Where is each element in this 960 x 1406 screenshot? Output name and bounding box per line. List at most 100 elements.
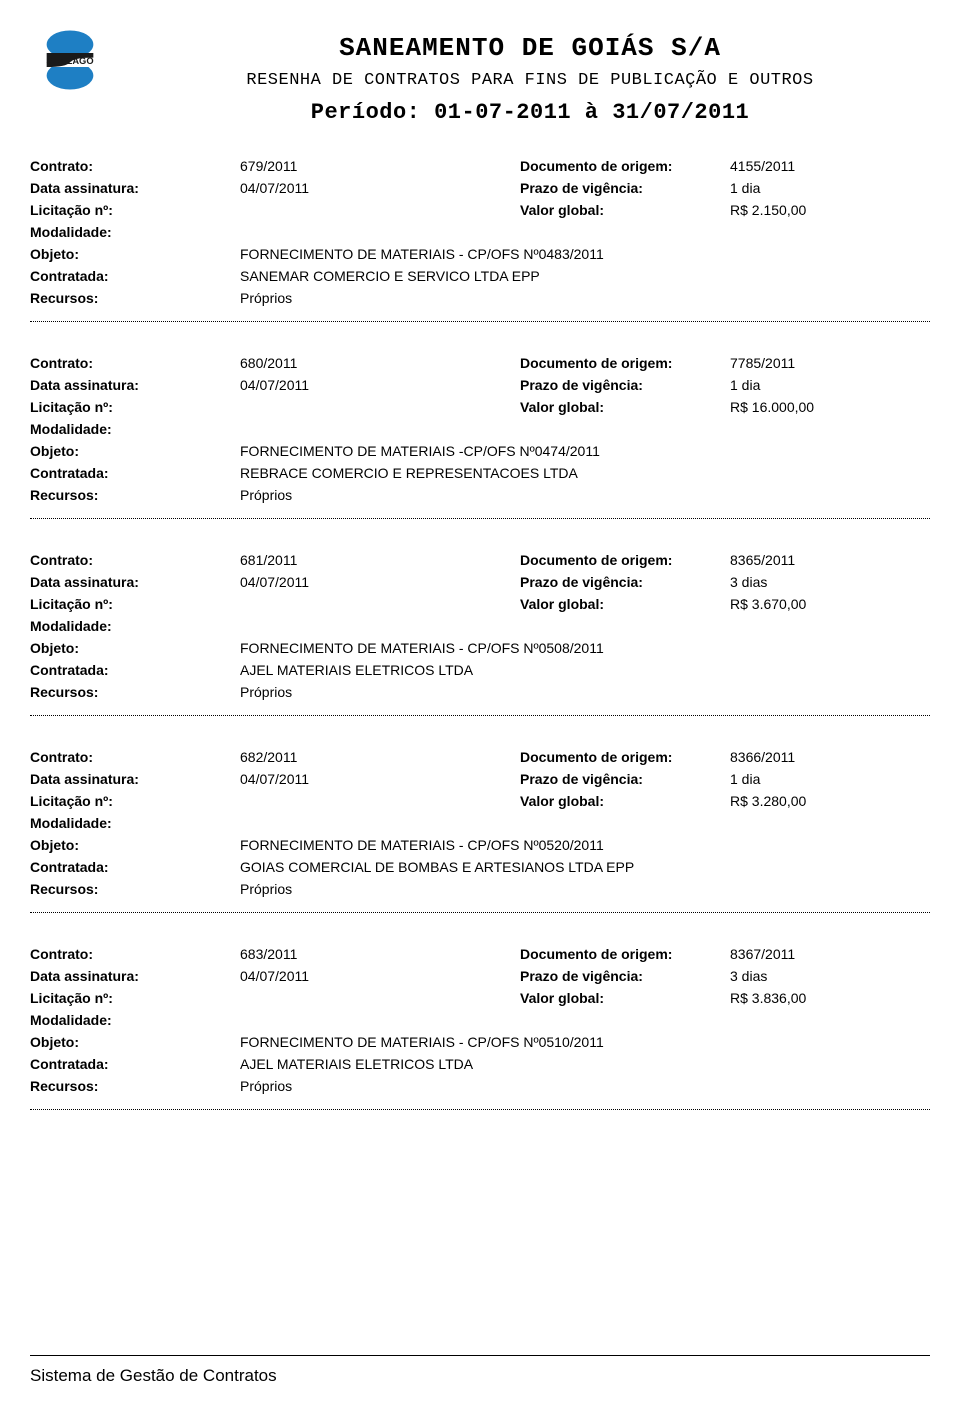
label-valor: Valor global:: [520, 790, 730, 812]
contract-row: Modalidade:: [30, 812, 930, 834]
label-contratada: Contratada:: [30, 856, 240, 878]
separator-dots: [30, 518, 930, 519]
separator-dots: [30, 912, 930, 913]
label-contratada: Contratada:: [30, 1053, 240, 1075]
value-contrato: 679/2011: [240, 155, 520, 177]
contract-row: Recursos: Próprios: [30, 1075, 930, 1097]
value-contrato: 682/2011: [240, 746, 520, 768]
value-valor: R$ 2.150,00: [730, 199, 930, 221]
value-modalidade: [240, 1009, 930, 1031]
label-recursos: Recursos:: [30, 484, 240, 506]
value-prazo: 1 dia: [730, 374, 930, 396]
value-recursos: Próprios: [240, 484, 930, 506]
value-prazo: 3 dias: [730, 965, 930, 987]
value-prazo: 1 dia: [730, 177, 930, 199]
label-valor: Valor global:: [520, 593, 730, 615]
label-prazo: Prazo de vigência:: [520, 374, 730, 396]
label-recursos: Recursos:: [30, 1075, 240, 1097]
contracts-list: Contrato: 679/2011 Documento de origem: …: [30, 155, 930, 1110]
contract-block: Contrato: 683/2011 Documento de origem: …: [30, 943, 930, 1110]
contract-row: Licitação nº: Valor global: R$ 3.670,00: [30, 593, 930, 615]
contract-row: Contrato: 681/2011 Documento de origem: …: [30, 549, 930, 571]
contract-row: Contrato: 682/2011 Documento de origem: …: [30, 746, 930, 768]
value-data: 04/07/2011: [240, 571, 520, 593]
separator-dots: [30, 1109, 930, 1110]
contract-block: Contrato: 679/2011 Documento de origem: …: [30, 155, 930, 322]
value-recursos: Próprios: [240, 1075, 930, 1097]
label-prazo: Prazo de vigência:: [520, 177, 730, 199]
value-objeto: FORNECIMENTO DE MATERIAIS -CP/OFS Nº0474…: [240, 440, 930, 462]
value-contratada: AJEL MATERIAIS ELETRICOS LTDA: [240, 1053, 930, 1075]
value-valor: R$ 16.000,00: [730, 396, 930, 418]
header-text: SANEAMENTO DE GOIÁS S/A RESENHA DE CONTR…: [130, 25, 930, 125]
value-contratada: AJEL MATERIAIS ELETRICOS LTDA: [240, 659, 930, 681]
label-licitacao: Licitação nº:: [30, 987, 240, 1009]
contract-row: Recursos: Próprios: [30, 878, 930, 900]
label-modalidade: Modalidade:: [30, 812, 240, 834]
contract-row: Contrato: 683/2011 Documento de origem: …: [30, 943, 930, 965]
separator-dots: [30, 321, 930, 322]
label-modalidade: Modalidade:: [30, 1009, 240, 1031]
contract-row: Recursos: Próprios: [30, 681, 930, 703]
value-valor: R$ 3.836,00: [730, 987, 930, 1009]
label-licitacao: Licitação nº:: [30, 593, 240, 615]
value-data: 04/07/2011: [240, 374, 520, 396]
contract-row: Licitação nº: Valor global: R$ 3.836,00: [30, 987, 930, 1009]
contract-row: Modalidade:: [30, 1009, 930, 1031]
label-data: Data assinatura:: [30, 571, 240, 593]
contract-row: Modalidade:: [30, 221, 930, 243]
value-contrato: 681/2011: [240, 549, 520, 571]
contract-row: Data assinatura: 04/07/2011 Prazo de vig…: [30, 571, 930, 593]
value-valor: R$ 3.670,00: [730, 593, 930, 615]
value-objeto: FORNECIMENTO DE MATERIAIS - CP/OFS Nº052…: [240, 834, 930, 856]
value-licitacao: [240, 593, 520, 615]
label-contrato: Contrato:: [30, 549, 240, 571]
label-data: Data assinatura:: [30, 374, 240, 396]
page: SANEAGO SANEAMENTO DE GOIÁS S/A RESENHA …: [0, 0, 960, 1110]
contract-block: Contrato: 682/2011 Documento de origem: …: [30, 746, 930, 913]
contract-row: Objeto: FORNECIMENTO DE MATERIAIS -CP/OF…: [30, 440, 930, 462]
contract-row: Contratada: SANEMAR COMERCIO E SERVICO L…: [30, 265, 930, 287]
contract-row: Contrato: 680/2011 Documento de origem: …: [30, 352, 930, 374]
label-contratada: Contratada:: [30, 265, 240, 287]
label-objeto: Objeto:: [30, 1031, 240, 1053]
label-objeto: Objeto:: [30, 440, 240, 462]
label-recursos: Recursos:: [30, 681, 240, 703]
value-recursos: Próprios: [240, 681, 930, 703]
label-licitacao: Licitação nº:: [30, 396, 240, 418]
label-objeto: Objeto:: [30, 834, 240, 856]
contract-row: Contratada: REBRACE COMERCIO E REPRESENT…: [30, 462, 930, 484]
label-valor: Valor global:: [520, 396, 730, 418]
value-contratada: REBRACE COMERCIO E REPRESENTACOES LTDA: [240, 462, 930, 484]
value-contratada: SANEMAR COMERCIO E SERVICO LTDA EPP: [240, 265, 930, 287]
contract-row: Contratada: AJEL MATERIAIS ELETRICOS LTD…: [30, 1053, 930, 1075]
value-licitacao: [240, 396, 520, 418]
contract-row: Contrato: 679/2011 Documento de origem: …: [30, 155, 930, 177]
label-modalidade: Modalidade:: [30, 615, 240, 637]
company-title: SANEAMENTO DE GOIÁS S/A: [130, 33, 930, 63]
value-modalidade: [240, 812, 930, 834]
value-documento: 4155/2011: [730, 155, 930, 177]
value-objeto: FORNECIMENTO DE MATERIAIS - CP/OFS Nº051…: [240, 1031, 930, 1053]
value-data: 04/07/2011: [240, 965, 520, 987]
contract-row: Data assinatura: 04/07/2011 Prazo de vig…: [30, 768, 930, 790]
saneago-logo-icon: SANEAGO: [30, 25, 110, 95]
contract-row: Recursos: Próprios: [30, 287, 930, 309]
label-documento: Documento de origem:: [520, 549, 730, 571]
value-contrato: 680/2011: [240, 352, 520, 374]
label-documento: Documento de origem:: [520, 943, 730, 965]
footer-divider: [30, 1355, 930, 1356]
svg-text:SANEAGO: SANEAGO: [46, 56, 93, 66]
contract-row: Objeto: FORNECIMENTO DE MATERIAIS - CP/O…: [30, 243, 930, 265]
value-contrato: 683/2011: [240, 943, 520, 965]
label-documento: Documento de origem:: [520, 352, 730, 374]
value-contratada: GOIAS COMERCIAL DE BOMBAS E ARTESIANOS L…: [240, 856, 930, 878]
contract-row: Data assinatura: 04/07/2011 Prazo de vig…: [30, 374, 930, 396]
label-contrato: Contrato:: [30, 155, 240, 177]
value-documento: 8367/2011: [730, 943, 930, 965]
value-licitacao: [240, 987, 520, 1009]
label-documento: Documento de origem:: [520, 155, 730, 177]
value-data: 04/07/2011: [240, 177, 520, 199]
value-recursos: Próprios: [240, 287, 930, 309]
label-licitacao: Licitação nº:: [30, 790, 240, 812]
